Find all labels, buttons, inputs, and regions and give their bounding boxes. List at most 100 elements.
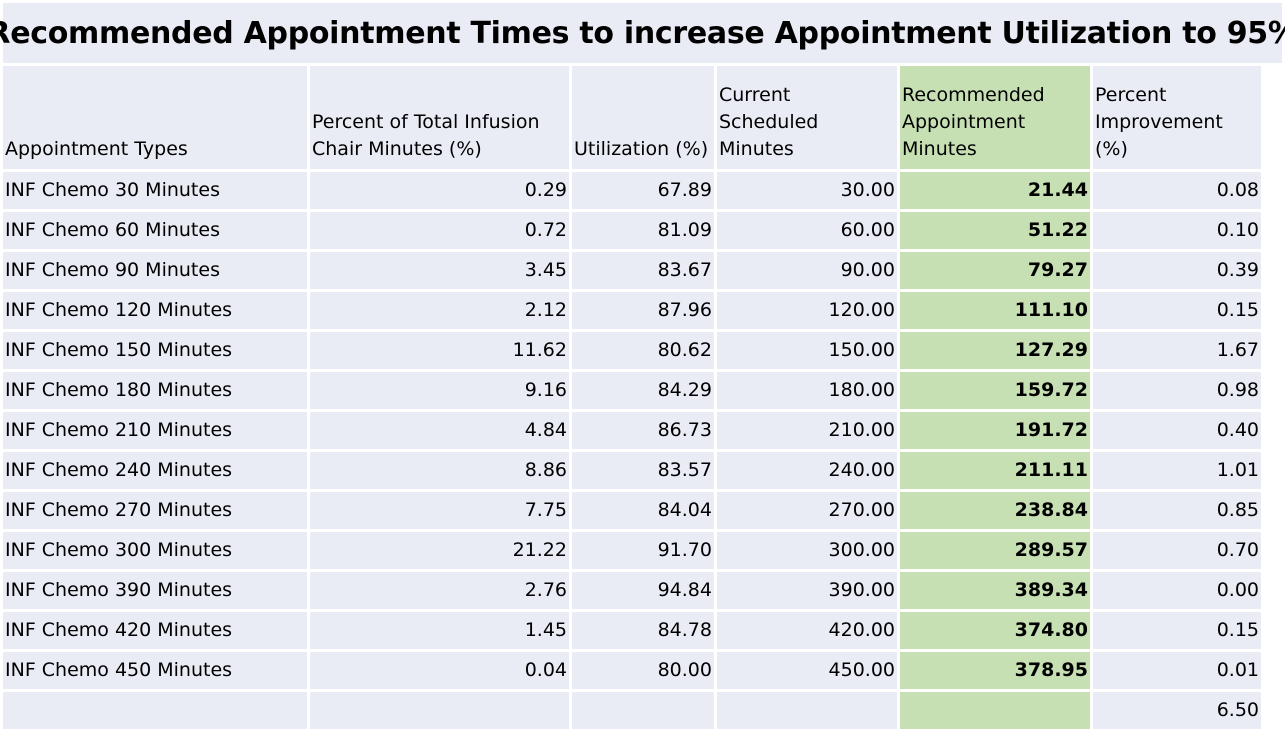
percent-chair-minutes-cell: 21.22 — [310, 532, 569, 569]
recommended-minutes-cell: 211.11 — [900, 452, 1090, 489]
current-minutes-cell: 240.00 — [717, 452, 897, 489]
utilization-cell: 94.84 — [572, 572, 714, 609]
percent-improvement-cell: 0.70 — [1093, 532, 1261, 569]
utilization-cell: 81.09 — [572, 212, 714, 249]
percent-chair-minutes-cell: 3.45 — [310, 252, 569, 289]
percent-chair-minutes-cell: 4.84 — [310, 412, 569, 449]
appointment-type-cell: INF Chemo 90 Minutes — [3, 252, 307, 289]
current-minutes-cell: 450.00 — [717, 652, 897, 689]
appointment-type-cell: INF Chemo 120 Minutes — [3, 292, 307, 329]
percent-chair-minutes-cell: 0.72 — [310, 212, 569, 249]
percent-improvement-cell: 0.15 — [1093, 292, 1261, 329]
current-minutes-cell: 150.00 — [717, 332, 897, 369]
percent-chair-minutes-cell: 2.12 — [310, 292, 569, 329]
appointment-type-cell: INF Chemo 180 Minutes — [3, 372, 307, 409]
header-utilization: Utilization (%) — [572, 66, 714, 169]
recommended-minutes-cell: 51.22 — [900, 212, 1090, 249]
percent-improvement-cell: 0.08 — [1093, 172, 1261, 209]
percent-improvement-cell: 0.39 — [1093, 252, 1261, 289]
total-row: 6.50 — [3, 692, 1261, 729]
percent-improvement-cell: 6.50 — [1093, 692, 1261, 729]
utilization-cell: 87.96 — [572, 292, 714, 329]
percent-improvement-cell: 0.15 — [1093, 612, 1261, 649]
recommended-minutes-cell: 21.44 — [900, 172, 1090, 209]
appointment-type-cell: INF Chemo 60 Minutes — [3, 212, 307, 249]
table-row: INF Chemo 210 Minutes 4.84 86.73 210.00 191.… — [3, 412, 1261, 449]
current-minutes-cell: 210.00 — [717, 412, 897, 449]
current-minutes-cell: 270.00 — [717, 492, 897, 529]
table-row: INF Chemo 390 Minutes 2.76 94.84 390.00 389.… — [3, 572, 1261, 609]
percent-improvement-cell: 0.40 — [1093, 412, 1261, 449]
recommended-minutes-cell: 374.80 — [900, 612, 1090, 649]
utilization-cell: 83.57 — [572, 452, 714, 489]
percent-chair-minutes-cell: 8.86 — [310, 452, 569, 489]
table-row: INF Chemo 300 Minutes 21.22 91.70 300.00 289… — [3, 532, 1261, 569]
recommended-minutes-cell: 191.72 — [900, 412, 1090, 449]
current-minutes-cell: 300.00 — [717, 532, 897, 569]
appointment-type-cell: INF Chemo 300 Minutes — [3, 532, 307, 569]
table-row: INF Chemo 120 Minutes 2.12 87.96 120.00 111.… — [3, 292, 1261, 329]
header-percent-total-chair-minutes: Percent of Total Infusion Chair Minutes … — [310, 66, 569, 169]
percent-chair-minutes-cell: 0.04 — [310, 652, 569, 689]
percent-chair-minutes-cell: 9.16 — [310, 372, 569, 409]
appointment-type-cell: INF Chemo 390 Minutes — [3, 572, 307, 609]
recommended-minutes-cell: 79.27 — [900, 252, 1090, 289]
recommended-minutes-cell — [900, 692, 1090, 729]
table-row: INF Chemo 240 Minutes 8.86 83.57 240.00 211.… — [3, 452, 1261, 489]
header-row: Appointment Types Percent of Total Infus… — [3, 66, 1261, 169]
recommended-minutes-cell: 289.57 — [900, 532, 1090, 569]
table-row: INF Chemo 30 Minutes 0.29 67.89 30.00 21.44 0… — [3, 172, 1261, 209]
utilization-cell: 84.04 — [572, 492, 714, 529]
utilization-cell: 84.78 — [572, 612, 714, 649]
percent-improvement-cell: 0.01 — [1093, 652, 1261, 689]
table-title: Recommended Appointment Times to increas… — [0, 3, 1285, 63]
utilization-cell: 80.62 — [572, 332, 714, 369]
current-minutes-cell: 120.00 — [717, 292, 897, 329]
percent-improvement-cell: 0.00 — [1093, 572, 1261, 609]
table-row: INF Chemo 420 Minutes 1.45 84.78 420.00 374.… — [3, 612, 1261, 649]
percent-chair-minutes-cell: 7.75 — [310, 492, 569, 529]
percent-chair-minutes-cell — [310, 692, 569, 729]
current-minutes-cell — [717, 692, 897, 729]
recommended-minutes-cell: 378.95 — [900, 652, 1090, 689]
header-percent-improvement: Percent Improvement (%) — [1093, 66, 1261, 169]
appointment-type-cell: INF Chemo 150 Minutes — [3, 332, 307, 369]
percent-improvement-cell: 0.85 — [1093, 492, 1261, 529]
header-current-scheduled-minutes: Current Scheduled Minutes — [717, 66, 897, 169]
current-minutes-cell: 390.00 — [717, 572, 897, 609]
utilization-cell — [572, 692, 714, 729]
recommended-minutes-cell: 127.29 — [900, 332, 1090, 369]
appointment-type-cell: INF Chemo 30 Minutes — [3, 172, 307, 209]
utilization-cell: 86.73 — [572, 412, 714, 449]
percent-chair-minutes-cell: 11.62 — [310, 332, 569, 369]
header-recommended-minutes: Recommended Appointment Minutes — [900, 66, 1090, 169]
appointment-type-cell — [3, 692, 307, 729]
appointment-type-cell: INF Chemo 240 Minutes — [3, 452, 307, 489]
percent-improvement-cell: 1.01 — [1093, 452, 1261, 489]
appointment-table: Appointment Types Percent of Total Infus… — [0, 63, 1264, 732]
percent-improvement-cell: 0.98 — [1093, 372, 1261, 409]
appointment-type-cell: INF Chemo 270 Minutes — [3, 492, 307, 529]
percent-improvement-cell: 1.67 — [1093, 332, 1261, 369]
table-row: INF Chemo 150 Minutes 11.62 80.62 150.00 127… — [3, 332, 1261, 369]
utilization-cell: 91.70 — [572, 532, 714, 569]
appointment-type-cell: INF Chemo 210 Minutes — [3, 412, 307, 449]
utilization-cell: 80.00 — [572, 652, 714, 689]
table-row: INF Chemo 60 Minutes 0.72 81.09 60.00 51.22 0… — [3, 212, 1261, 249]
table-row: INF Chemo 450 Minutes 0.04 80.00 450.00 378.… — [3, 652, 1261, 689]
appointment-type-cell: INF Chemo 420 Minutes — [3, 612, 307, 649]
header-appointment-types: Appointment Types — [3, 66, 307, 169]
appointment-type-cell: INF Chemo 450 Minutes — [3, 652, 307, 689]
current-minutes-cell: 180.00 — [717, 372, 897, 409]
percent-chair-minutes-cell: 1.45 — [310, 612, 569, 649]
utilization-cell: 67.89 — [572, 172, 714, 209]
table-row: INF Chemo 180 Minutes 9.16 84.29 180.00 159.… — [3, 372, 1261, 409]
current-minutes-cell: 90.00 — [717, 252, 897, 289]
recommended-minutes-cell: 389.34 — [900, 572, 1090, 609]
percent-chair-minutes-cell: 0.29 — [310, 172, 569, 209]
percent-chair-minutes-cell: 2.76 — [310, 572, 569, 609]
utilization-cell: 83.67 — [572, 252, 714, 289]
current-minutes-cell: 420.00 — [717, 612, 897, 649]
recommended-minutes-cell: 238.84 — [900, 492, 1090, 529]
current-minutes-cell: 30.00 — [717, 172, 897, 209]
